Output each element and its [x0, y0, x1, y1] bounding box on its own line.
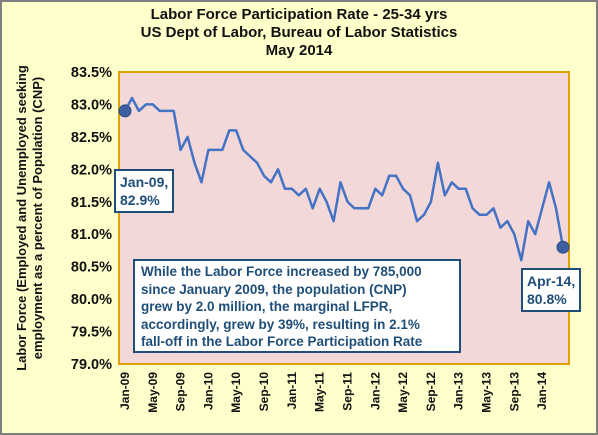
y-tick-label: 79.0% — [71, 357, 112, 373]
annotation-line-2: since January 2009, the population (CNP) — [141, 281, 407, 297]
callout-end-line-1: Apr-14, — [527, 273, 576, 289]
annotation-box: While the Labor Force increased by 785,0… — [133, 259, 461, 353]
callout-end-line-2: 80.8% — [527, 291, 567, 307]
annotation-line-1: While the Labor Force increased by 785,0… — [141, 264, 422, 279]
annotation-line-3: grew by 2.0 million, the marginal LFPR, — [141, 299, 393, 314]
callout-start: Jan-09, 82.9% — [114, 169, 175, 213]
x-tick-label: May-13 — [480, 372, 494, 413]
x-tick-label: Jan-14 — [535, 372, 549, 410]
title-line-3: May 2014 — [265, 42, 333, 59]
y-tick-label: 79.5% — [71, 325, 112, 341]
series-layer — [118, 96, 570, 262]
x-tick-label: Jan-12 — [368, 372, 382, 410]
x-tick-label: Sep-13 — [507, 372, 521, 412]
x-tick-label: Jan-10 — [201, 372, 215, 410]
x-tick-label: Jan-09 — [118, 372, 132, 410]
x-tick-label: Sep-09 — [174, 372, 188, 412]
x-tick-label: Sep-12 — [424, 372, 438, 412]
y-tick-label: 81.5% — [71, 195, 112, 211]
callout-start-line-1: Jan-09, — [120, 174, 169, 190]
x-tick-label: Sep-11 — [340, 372, 354, 411]
y-tick-label: 83.5% — [71, 65, 112, 81]
start-point-marker — [118, 104, 132, 118]
y-tick-label: 82.0% — [71, 162, 112, 178]
x-tick-label: May-10 — [229, 372, 243, 413]
x-tick-label: Jan-11 — [285, 372, 299, 410]
annotation-line-4: accordingly, grew by 39%, resulting in 2… — [141, 316, 420, 332]
callout-start-line-2: 82.9% — [120, 192, 160, 208]
x-tick-label: May-12 — [396, 372, 410, 413]
y-tick-label: 82.5% — [71, 130, 112, 146]
x-tick-label: Jan-13 — [452, 372, 466, 410]
end-point-marker — [556, 240, 570, 254]
chart-title: Labor Force Participation Rate - 25-34 y… — [0, 6, 598, 60]
series-line — [123, 96, 565, 262]
y-tick-labels: 83.5% 83.0% 82.5% 82.0% 81.5% 81.0% 80.5% 80.0%… — [71, 65, 112, 373]
y-tick-label: 83.0% — [71, 97, 112, 113]
title-line-1: Labor Force Participation Rate - 25-34 y… — [150, 6, 448, 23]
x-tick-labels: Jan-09 May-09 Sep-09 Jan-10 May-10 Sep-10 Jan-… — [118, 372, 549, 413]
title-line-2: US Dept of Labor, Bureau of Labor Statis… — [140, 24, 458, 41]
annotation-line-5: fall-off in the Labor Force Participatio… — [141, 334, 423, 349]
y-tick-label: 80.0% — [71, 292, 112, 308]
y-tick-label: 81.0% — [71, 227, 112, 243]
x-tick-label: May-09 — [146, 372, 160, 413]
y-axis-label-line-1: Labor Force (Employed and Unemployed see… — [14, 65, 29, 371]
y-axis-title: Labor Force (Employed and Unemployed see… — [14, 65, 45, 371]
y-tick-label: 80.5% — [71, 260, 112, 276]
callout-end: Apr-14, 80.8% — [521, 268, 582, 312]
x-tick-label: May-11 — [313, 372, 327, 412]
x-tick-label: Sep-10 — [257, 372, 271, 412]
y-axis-label-line-2: employment as a percent of Population (C… — [30, 77, 45, 359]
